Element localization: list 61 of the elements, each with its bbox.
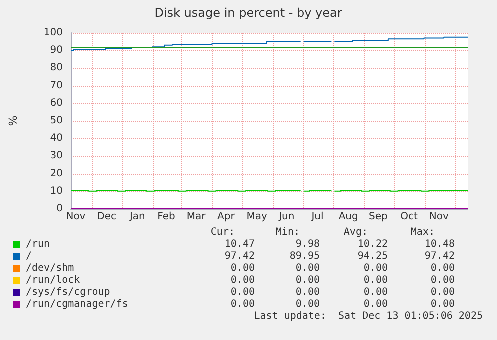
x-tick-label: Jan xyxy=(128,212,146,222)
text: 0.00 xyxy=(230,299,255,310)
text: 0.00 xyxy=(296,263,320,274)
x-tick-label: May xyxy=(246,212,268,222)
x-tick-label: Feb xyxy=(158,212,176,222)
text: 10.47 xyxy=(224,239,255,250)
text: 89.95 xyxy=(290,251,320,262)
y-tick-label: 70 xyxy=(50,80,63,92)
x-tick-label: Nov xyxy=(66,212,86,222)
text: 0.00 xyxy=(364,299,388,310)
text: 0.00 xyxy=(430,263,455,274)
text: 0.00 xyxy=(296,287,320,298)
x-tick-label: Oct xyxy=(400,212,418,222)
text: 0.00 xyxy=(296,275,320,286)
y-tick-label: 10 xyxy=(50,186,63,197)
y-tick-label: 0 xyxy=(56,204,63,214)
y-tick-label: 30 xyxy=(50,150,63,162)
text: 0.00 xyxy=(430,287,455,298)
text: 0.00 xyxy=(230,263,255,274)
chart-title: Disk usage in percent - by year xyxy=(154,6,342,20)
text: Max: xyxy=(410,227,435,238)
text: Last update: Sat Dec 13 01:05:06 2025 xyxy=(254,311,483,322)
x-tick-label: Apr xyxy=(218,212,236,222)
text: 94.25 xyxy=(358,251,388,262)
legend-label: /run/cgmanager/fs xyxy=(26,299,128,310)
legend-label: /dev/shm xyxy=(26,263,74,274)
text: 10.48 xyxy=(424,239,455,250)
text: 10.22 xyxy=(358,239,388,250)
text: 0.00 xyxy=(364,275,388,286)
y-tick-label: 50 xyxy=(50,116,63,126)
legend-label: /sys/fs/cgroup xyxy=(26,287,110,298)
legend-label: / xyxy=(26,251,32,262)
text: 0.00 xyxy=(230,275,255,286)
text: Cur: xyxy=(210,227,235,238)
text: 0.00 xyxy=(430,275,455,286)
text: 0.00 xyxy=(296,299,320,310)
x-tick-label: Aug xyxy=(338,212,358,222)
text: 0.00 xyxy=(364,287,388,298)
y-tick-label: 80 xyxy=(50,62,63,74)
x-tick-label: Mar xyxy=(186,212,207,222)
y-tick-label: 100 xyxy=(44,28,63,38)
text: 0.00 xyxy=(430,299,455,310)
text: 0.00 xyxy=(364,263,388,274)
y-tick-label: 40 xyxy=(50,133,63,144)
y-tick-label: 60 xyxy=(50,98,63,109)
text: 9.98 xyxy=(296,239,320,250)
x-tick-label: Dec xyxy=(97,212,116,222)
legend-label: /run xyxy=(26,239,50,250)
text: 0.00 xyxy=(230,287,255,298)
text: 97.42 xyxy=(424,251,455,262)
text: 97.42 xyxy=(224,251,255,262)
legend-label: /run/lock xyxy=(26,275,80,286)
y-axis-title: % xyxy=(7,116,20,126)
x-tick-label: Nov xyxy=(429,212,449,222)
y-tick-label: 90 xyxy=(50,45,63,56)
x-tick-label: Jul xyxy=(310,212,324,222)
text: Avg: xyxy=(344,227,368,238)
x-tick-label: Sep xyxy=(369,212,388,222)
y-tick-label: 20 xyxy=(50,168,63,180)
text: Min: xyxy=(276,227,300,238)
x-tick-label: Jun xyxy=(278,212,295,222)
